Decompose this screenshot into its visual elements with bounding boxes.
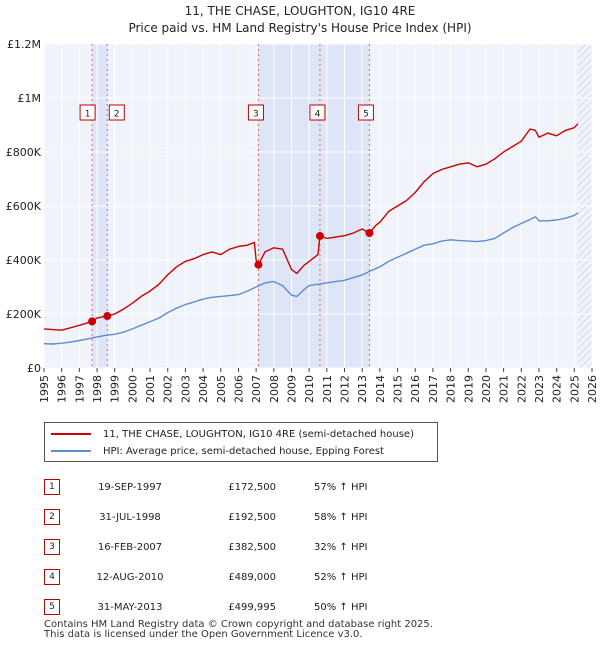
x-tick-label: 2023 (533, 375, 546, 403)
table-row: 3 16-FEB-2007 £382,500 32% ↑ HPI (44, 532, 434, 562)
x-tick-label: 2020 (480, 375, 493, 403)
y-tick-label: £600K (6, 200, 42, 213)
hpi-change: 58% ↑ HPI (314, 511, 368, 523)
table-row: 2 31-JUL-1998 £192,500 58% ↑ HPI (44, 502, 434, 532)
y-tick-label: £1.2M (7, 38, 41, 51)
legend-item-hpi: HPI: Average price, semi-detached house,… (51, 443, 384, 459)
marker-badge: 5 (44, 599, 60, 615)
sale-date: 31-MAY-2013 (97, 601, 163, 613)
transaction-label-box (247, 104, 264, 121)
transaction-label: 3 (253, 110, 259, 120)
x-tick-label: 2024 (551, 375, 564, 403)
legend-label-hpi: HPI: Average price, semi-detached house,… (103, 445, 384, 457)
transaction-label: 1 (85, 110, 91, 120)
hpi-change: 50% ↑ HPI (314, 601, 368, 613)
legend: 11, THE CHASE, LOUGHTON, IG10 4RE (semi-… (44, 422, 438, 462)
transaction-point (88, 317, 97, 326)
hpi-change: 32% ↑ HPI (314, 541, 368, 553)
x-tick-label: 2011 (321, 375, 334, 403)
x-tick-label: 2026 (586, 375, 599, 403)
x-tick-label: 2012 (339, 375, 352, 403)
x-tick-label: 2025 (568, 375, 581, 403)
table-row: 5 31-MAY-2013 £499,995 50% ↑ HPI (44, 592, 434, 622)
marker-badge: 3 (44, 539, 60, 555)
x-tick-label: 2007 (250, 375, 263, 403)
transaction-point (365, 229, 374, 238)
x-tick-label: 2001 (144, 375, 157, 403)
footer: Contains HM Land Registry data © Crown c… (44, 620, 433, 640)
footer-copyright: Contains HM Land Registry data © Crown c… (44, 619, 433, 630)
x-tick-label: 1999 (109, 375, 122, 403)
transaction-label: 4 (315, 110, 321, 120)
transaction-point (254, 260, 263, 269)
series-line-hpi (43, 212, 579, 345)
sale-price: £192,500 (228, 511, 276, 523)
y-tick-label: £1M (18, 92, 42, 105)
x-tick-label: 2005 (215, 375, 228, 403)
y-tick-label: £0 (27, 362, 41, 375)
table-row: 4 12-AUG-2010 £489,000 52% ↑ HPI (44, 562, 434, 592)
transaction-point (315, 231, 324, 240)
marker-badge: 2 (44, 509, 60, 525)
x-tick-label: 2002 (162, 375, 175, 403)
legend-swatch-property (51, 433, 91, 435)
transaction-label: 2 (114, 110, 120, 120)
x-tick-label: 2010 (303, 375, 316, 403)
transactions-table: 1 19-SEP-1997 £172,500 57% ↑ HPI 2 31-JU… (44, 472, 434, 622)
x-tick-label: 1996 (56, 375, 69, 403)
x-tick-label: 1998 (91, 375, 104, 403)
x-tick-label: 1995 (38, 375, 51, 403)
sale-price: £489,000 (228, 571, 276, 583)
sale-date: 12-AUG-2010 (96, 571, 164, 583)
footer-licence: This data is licensed under the Open Gov… (44, 629, 363, 640)
hpi-change: 52% ↑ HPI (314, 571, 368, 583)
x-tick-label: 2006 (232, 375, 245, 403)
y-tick-label: £200K (6, 308, 42, 321)
x-tick-label: 2014 (374, 375, 387, 403)
hpi-change: 57% ↑ HPI (314, 481, 368, 493)
price-chart: 1 2 3 4 5 £0 £200K £400K £600K £800K £1M £1.2M 1995 1… (6, 38, 599, 403)
sale-date: 16-FEB-2007 (97, 541, 163, 553)
x-tick-label: 2009 (285, 375, 298, 403)
marker-badge: 1 (44, 479, 60, 495)
x-tick-label: 2016 (409, 375, 422, 403)
sale-price: £172,500 (228, 481, 276, 493)
transaction-label-box (79, 104, 96, 121)
x-tick-label: 2022 (515, 375, 528, 403)
x-tick-label: 2021 (498, 375, 511, 403)
x-tick-label: 2013 (356, 375, 369, 403)
sale-date: 31-JUL-1998 (99, 511, 161, 523)
legend-label-property: 11, THE CHASE, LOUGHTON, IG10 4RE (semi-… (103, 428, 414, 440)
marker-badge: 4 (44, 569, 60, 585)
x-tick-label: 2017 (427, 375, 440, 403)
transaction-label-box (357, 104, 374, 121)
x-tick-label: 2018 (445, 375, 458, 403)
chart-subtitle: Price paid vs. HM Land Registry's House … (128, 21, 472, 35)
sale-price: £382,500 (228, 541, 276, 553)
sale-price: £499,995 (228, 601, 276, 613)
y-tick-label: £400K (6, 254, 42, 267)
x-tick-label: 2015 (392, 375, 405, 403)
x-tick-label: 2000 (126, 375, 139, 403)
chart-title: 11, THE CHASE, LOUGHTON, IG10 4RE (184, 4, 416, 18)
x-tick-label: 2004 (197, 375, 210, 403)
x-tick-label: 2008 (268, 375, 281, 403)
transaction-label: 5 (363, 110, 369, 120)
sale-date: 19-SEP-1997 (98, 481, 162, 493)
legend-item-property: 11, THE CHASE, LOUGHTON, IG10 4RE (semi-… (51, 426, 414, 442)
series-line-property (43, 123, 579, 331)
transaction-label-box (108, 104, 125, 121)
y-tick-label: £800K (6, 146, 42, 159)
legend-swatch-hpi (51, 450, 91, 452)
x-tick-label: 2019 (462, 375, 475, 403)
x-tick-label: 1997 (73, 375, 86, 403)
x-tick-label: 2003 (179, 375, 192, 403)
transaction-label-box (309, 104, 326, 121)
table-row: 1 19-SEP-1997 £172,500 57% ↑ HPI (44, 472, 434, 502)
transaction-point (103, 312, 112, 321)
